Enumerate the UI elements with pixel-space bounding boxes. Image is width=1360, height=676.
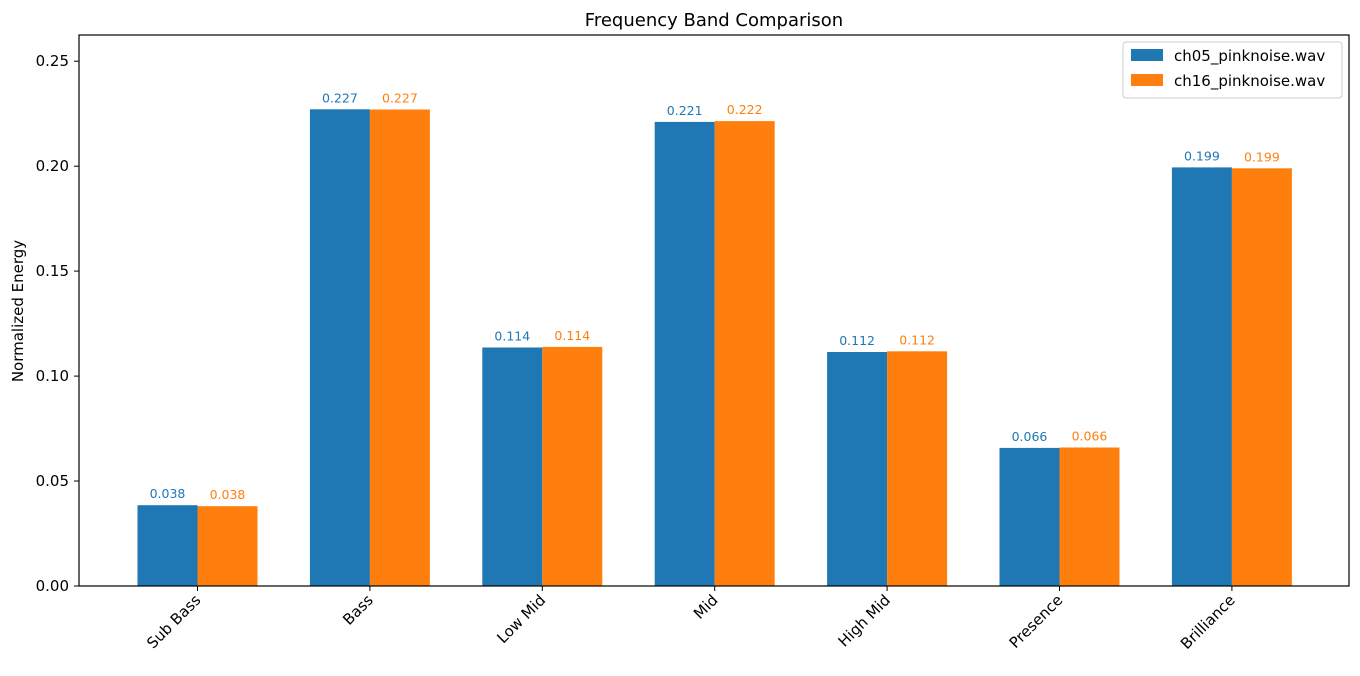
bar-mid-series-2 <box>714 121 775 586</box>
bar-presence-series-2 <box>1059 447 1120 586</box>
bar-value-label-presence-series-1: 0.066 <box>1012 429 1048 444</box>
bar-bass-series-1 <box>309 109 370 587</box>
bar-low-mid-series-1 <box>482 347 543 586</box>
legend-swatch-ch16 <box>1131 74 1163 86</box>
x-tick-label-high-mid: High Mid <box>835 591 894 650</box>
x-tick-label-brilliance: Brilliance <box>1177 591 1239 653</box>
bar-value-label-low-mid-series-2: 0.114 <box>554 328 590 343</box>
y-tick-label-1: 0.05 <box>36 472 69 490</box>
bar-value-label-sub-bass-series-2: 0.038 <box>210 487 246 502</box>
bar-value-label-mid-series-1: 0.221 <box>667 103 703 118</box>
x-axis-ticks: Sub Bass Bass Low Mid Mid High Mid Presence Br… <box>143 586 1239 653</box>
bar-sub-bass-series-2 <box>197 506 258 586</box>
bar-value-label-high-mid-series-1: 0.112 <box>839 333 875 348</box>
bar-brilliance-series-2 <box>1231 168 1292 587</box>
x-tick-label-bass: Bass <box>339 591 377 629</box>
bar-value-label-bass-series-2: 0.227 <box>382 91 418 106</box>
legend-box <box>1122 41 1343 99</box>
legend: ch05_pinknoise.wav ch16_pinknoise.wav <box>1122 41 1343 99</box>
plot-frame <box>78 34 1350 587</box>
x-tick-label-mid: Mid <box>690 591 722 623</box>
bar-value-label-brilliance-series-2: 0.199 <box>1244 149 1280 164</box>
legend-label-ch05: ch05_pinknoise.wav <box>1174 47 1325 66</box>
bar-value-label-mid-series-2: 0.222 <box>727 102 763 117</box>
y-tick-label-3: 0.15 <box>36 262 69 280</box>
bar-high-mid-series-2 <box>887 351 948 586</box>
y-tick-label-4: 0.20 <box>36 157 69 175</box>
bar-low-mid-series-2 <box>542 346 603 586</box>
bar-presence-series-1 <box>999 447 1060 586</box>
bar-sub-bass-series-1 <box>137 505 198 586</box>
bar-value-label-bass-series-1: 0.227 <box>322 90 358 105</box>
y-axis-label: Normalized Energy <box>9 240 27 382</box>
y-tick-label-0: 0.00 <box>36 577 69 595</box>
bar-value-label-low-mid-series-1: 0.114 <box>494 329 530 344</box>
bar-value-labels: 0.038 0.038 0.227 0.227 0.114 0.114 0.221 0.222… <box>150 90 1280 502</box>
bar-value-label-high-mid-series-2: 0.112 <box>899 332 935 347</box>
bar-value-label-presence-series-2: 0.066 <box>1072 429 1108 444</box>
bar-bass-series-2 <box>369 109 430 586</box>
bar-brilliance-series-1 <box>1171 167 1232 586</box>
y-tick-label-5: 0.25 <box>36 52 69 70</box>
legend-swatch-ch05 <box>1131 49 1163 61</box>
y-tick-label-2: 0.10 <box>36 367 69 385</box>
bar-value-label-brilliance-series-1: 0.199 <box>1184 148 1220 163</box>
y-axis-ticks: 0.00 0.05 0.10 0.15 0.20 0.25 <box>36 52 79 595</box>
bar-value-label-sub-bass-series-1: 0.038 <box>150 486 186 501</box>
bar-high-mid-series-1 <box>827 352 888 586</box>
x-tick-label-low-mid: Low Mid <box>493 591 549 647</box>
x-tick-label-sub-bass: Sub Bass <box>143 591 204 652</box>
chart-title: Frequency Band Comparison <box>585 10 843 31</box>
x-tick-label-presence: Presence <box>1006 591 1067 652</box>
bars-layer <box>137 109 1292 587</box>
legend-label-ch16: ch16_pinknoise.wav <box>1174 72 1325 91</box>
bar-mid-series-1 <box>654 121 715 587</box>
